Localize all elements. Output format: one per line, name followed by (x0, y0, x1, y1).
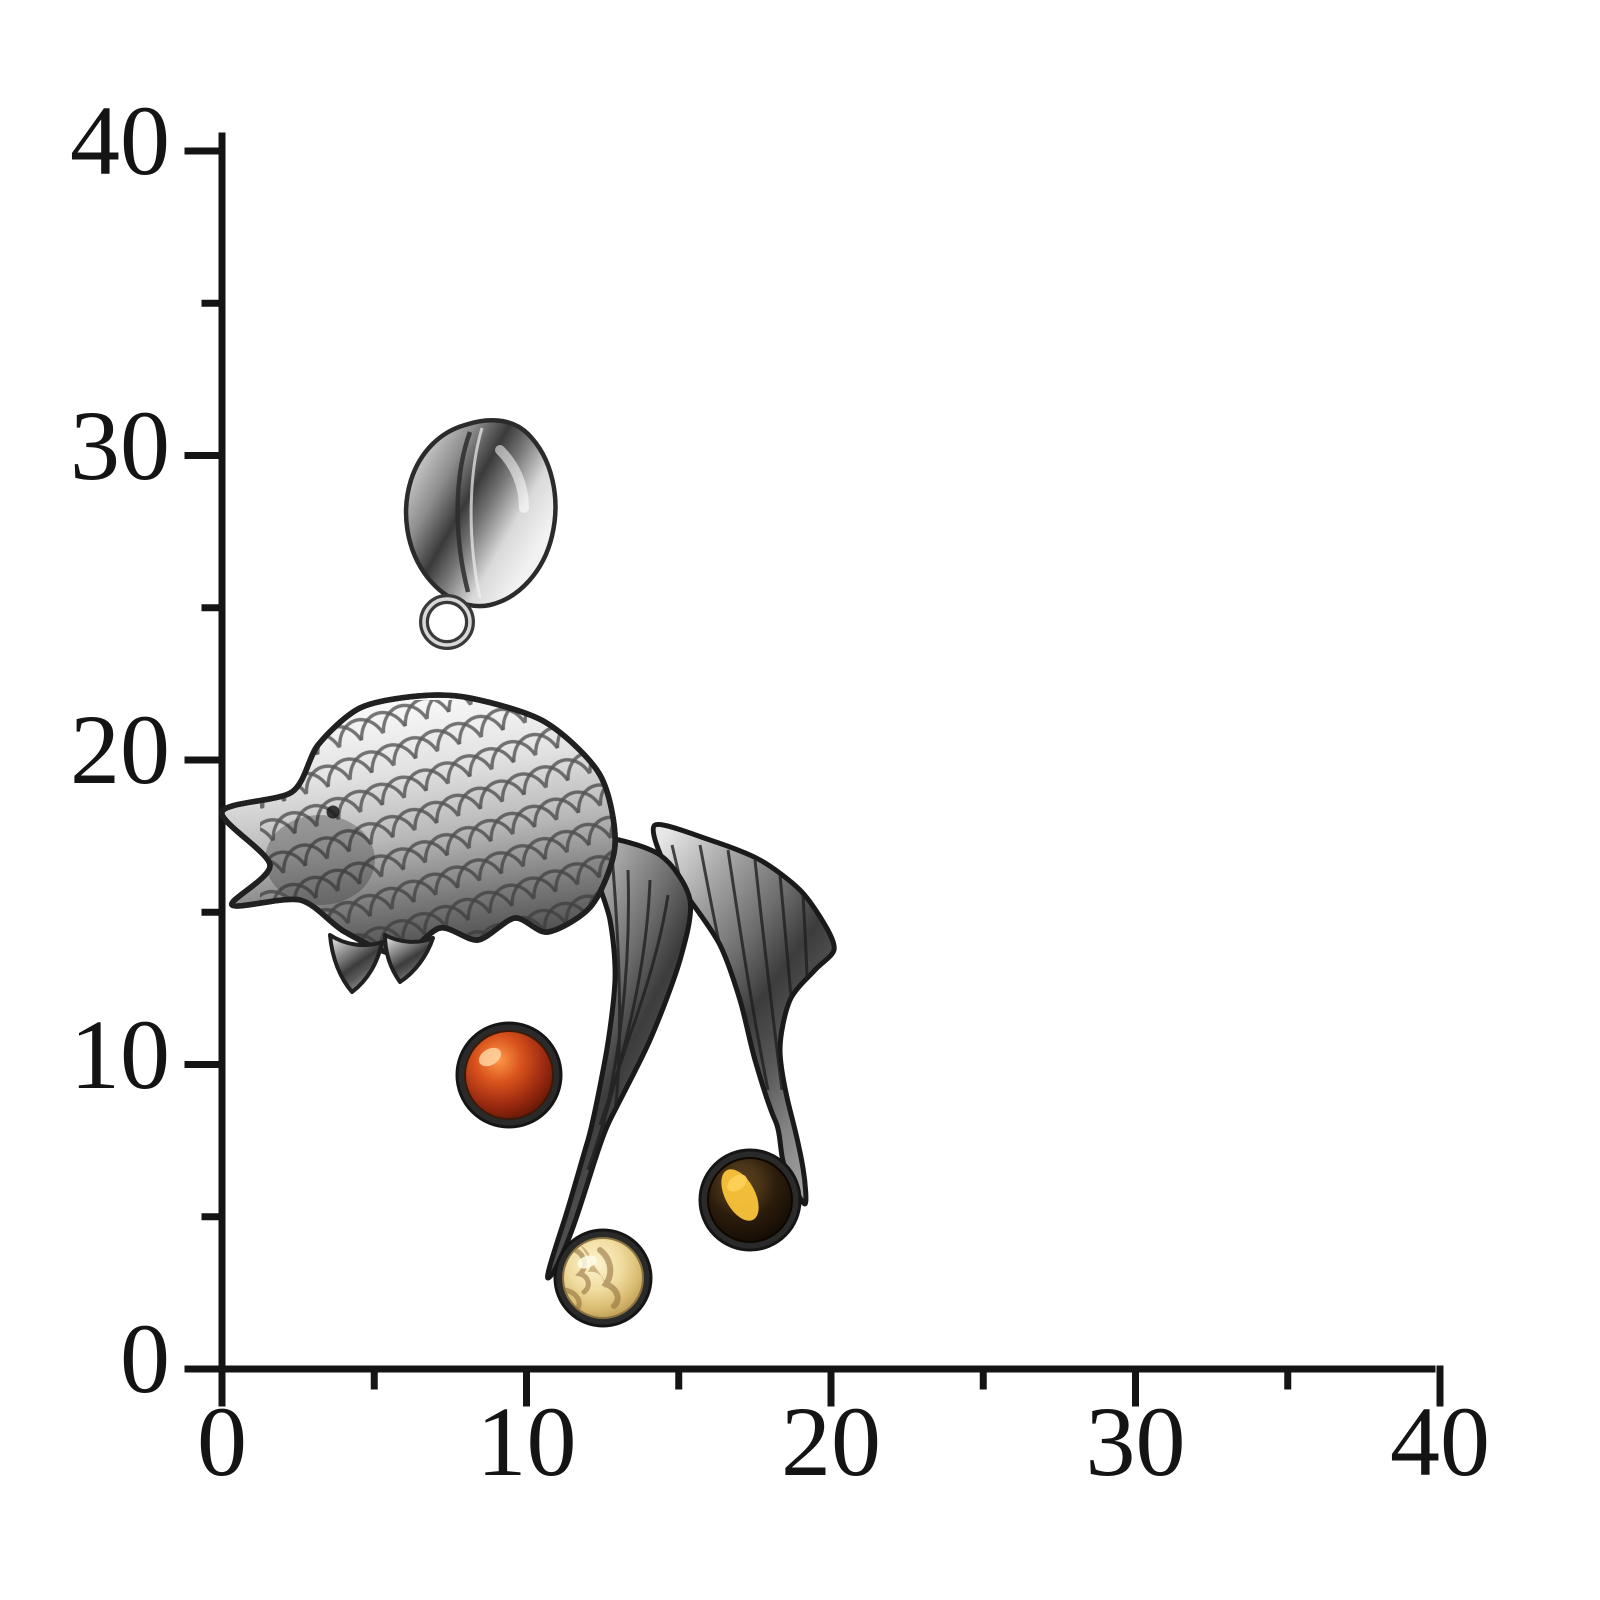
svg-text:20: 20 (781, 1386, 881, 1497)
svg-text:0: 0 (120, 1303, 170, 1414)
svg-text:10: 10 (477, 1386, 577, 1497)
svg-text:30: 30 (1086, 1386, 1186, 1497)
svg-text:0: 0 (197, 1386, 247, 1497)
svg-text:40: 40 (1390, 1386, 1490, 1497)
svg-text:40: 40 (70, 85, 170, 196)
svg-text:10: 10 (70, 999, 170, 1110)
svg-text:30: 30 (70, 390, 170, 501)
svg-text:20: 20 (70, 694, 170, 805)
